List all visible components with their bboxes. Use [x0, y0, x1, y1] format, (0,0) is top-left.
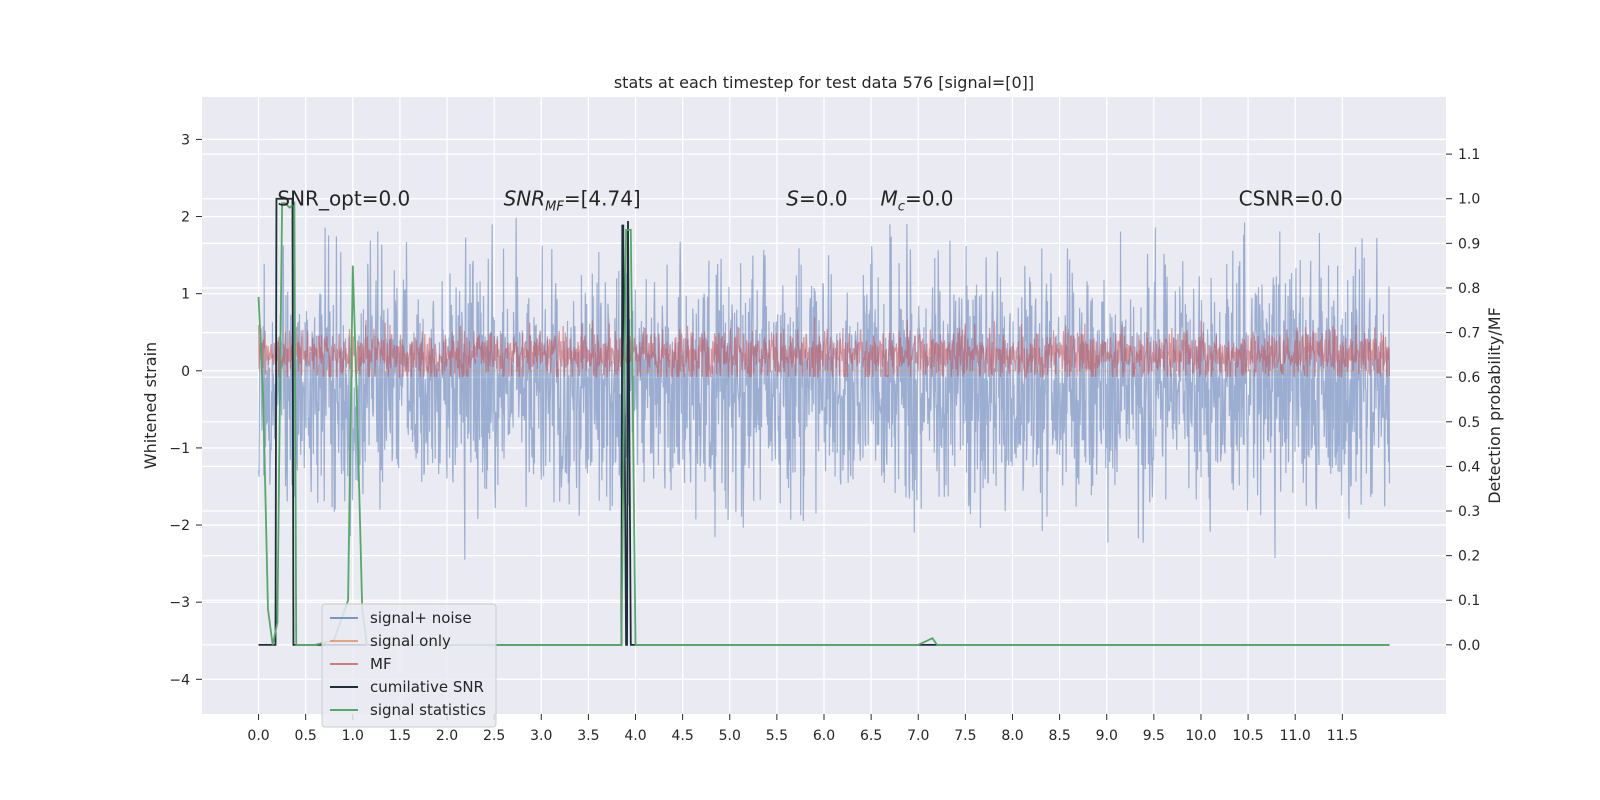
x-tick-label: 0.5	[295, 728, 317, 744]
x-tick-label: 0.0	[247, 728, 269, 744]
y2-tick-label: 0.5	[1458, 415, 1480, 431]
x-tick-label: 6.5	[860, 728, 882, 744]
y2-tick-label: 0.8	[1458, 281, 1480, 297]
legend-label: signal+ noise	[370, 609, 472, 627]
x-tick-label: 7.0	[907, 728, 929, 744]
y2-tick-label: 0.4	[1458, 459, 1480, 475]
x-tick-label: 3.0	[530, 728, 552, 744]
x-tick-label: 9.5	[1143, 728, 1165, 744]
annotation: SNR_opt=0.0	[277, 187, 410, 211]
x-tick-label: 8.5	[1048, 728, 1070, 744]
y2-tick-label: 0.0	[1458, 638, 1480, 654]
x-tick-label: 10.0	[1185, 728, 1216, 744]
y2-tick-label: 0.1	[1458, 593, 1480, 609]
x-tick-label: 11.0	[1280, 728, 1311, 744]
series-signal-noise	[257, 217, 1391, 560]
y-tick-label: −2	[169, 518, 190, 534]
y2-axis-label: Detection probability/MF	[1485, 307, 1504, 504]
y2-tick-label: 0.9	[1458, 236, 1480, 252]
y2-tick-label: 0.2	[1458, 549, 1480, 565]
x-tick-label: 6.0	[813, 728, 835, 744]
x-tick-label: 8.0	[1001, 728, 1023, 744]
y2-tick-label: 0.7	[1458, 326, 1480, 342]
y-tick-label: −1	[169, 441, 190, 457]
x-tick-label: 4.5	[672, 728, 694, 744]
y-tick-label: 2	[181, 210, 190, 226]
legend-label: signal statistics	[370, 701, 486, 719]
x-tick-label: 11.5	[1327, 728, 1358, 744]
chart-title: stats at each timestep for test data 576…	[614, 73, 1034, 92]
y2-tick-label: 0.3	[1458, 504, 1480, 520]
annotations: SNR_opt=0.0 SNRMF=[4.74] S=0.0 Mc=0.0 CSNR=0…	[277, 187, 1342, 215]
x-tick-label: 7.5	[954, 728, 976, 744]
y-tick-label: −3	[169, 595, 190, 611]
x-tick-label: 1.0	[342, 728, 364, 744]
x-tick-label: 1.5	[389, 728, 411, 744]
legend-label: signal only	[370, 632, 451, 650]
annotation: Mc=0.0	[881, 187, 954, 215]
y2-tick-label: 1.1	[1458, 147, 1480, 163]
x-tick-label: 2.0	[436, 728, 458, 744]
legend: signal+ noise signal only MF cumilative SNR…	[321, 603, 497, 728]
x-tick-label: 10.5	[1233, 728, 1264, 744]
series-mf	[257, 317, 1391, 380]
x-tick-label: 5.0	[719, 728, 741, 744]
x-tick-label: 9.0	[1096, 728, 1118, 744]
series-signal-statistics	[257, 201, 1390, 646]
annotation: CSNR=0.0	[1239, 187, 1343, 211]
legend-label: cumilative SNR	[370, 678, 484, 696]
y-axis-label: Whitened strain	[141, 342, 160, 469]
x-tick-label: 2.5	[483, 728, 505, 744]
y2-tick-label: 0.6	[1458, 370, 1480, 386]
axes: 0.0 0.5 1.0 1.5 2.0 2.5 3.0 3.5 4.0 4.5 5.0 5.5 6.0 6…	[169, 132, 1480, 744]
x-tick-label: 3.5	[577, 728, 599, 744]
y-tick-label: 1	[181, 287, 190, 303]
x-tick-label: 4.0	[624, 728, 646, 744]
x-tick-label: 5.5	[766, 728, 788, 744]
annotation: SNRMF=[4.74]	[504, 187, 641, 215]
y-tick-label: 3	[181, 132, 190, 148]
legend-box	[321, 603, 497, 728]
legend-label: MF	[370, 655, 392, 673]
y2-tick-label: 1.0	[1458, 192, 1480, 208]
y-tick-label: 0	[181, 364, 190, 380]
y-tick-label: −4	[169, 672, 190, 688]
annotation: S=0.0	[786, 187, 847, 211]
